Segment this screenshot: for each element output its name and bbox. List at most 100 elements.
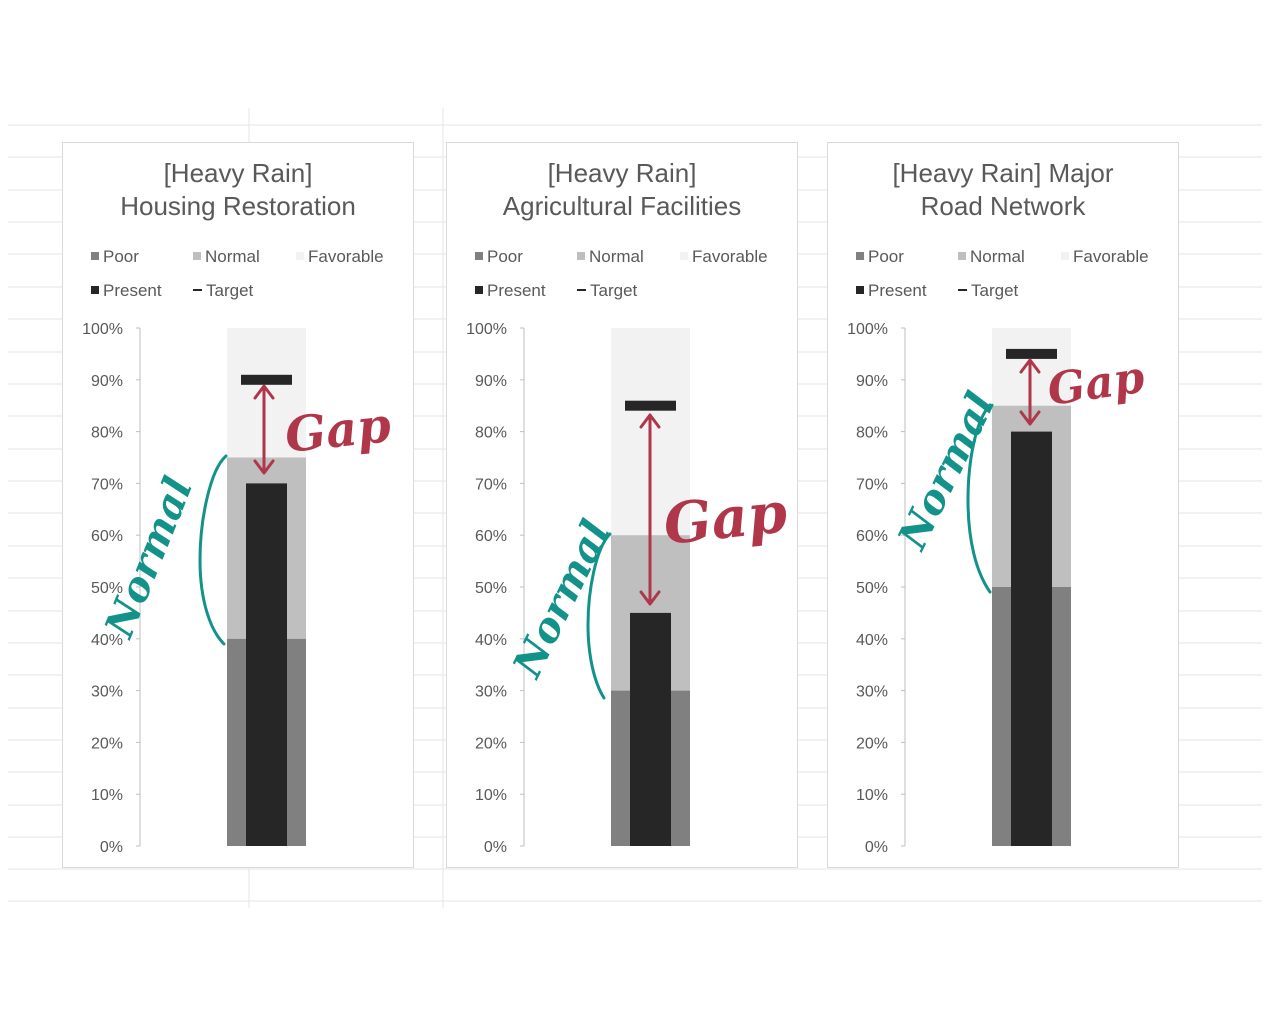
legend-item-poor: Poor — [475, 247, 523, 267]
y-tick-label: 0% — [484, 839, 507, 856]
y-tick-label: 60% — [475, 528, 507, 545]
y-tick-label: 80% — [475, 425, 507, 442]
legend-line-target — [193, 289, 202, 291]
legend-label-normal: Normal — [205, 247, 260, 266]
present-bar — [246, 483, 287, 846]
y-tick-label: 90% — [91, 373, 123, 390]
band-favorable — [227, 328, 306, 458]
legend-label-favorable: Favorable — [692, 247, 768, 266]
legend-swatch-present — [91, 286, 99, 294]
legend-swatch-normal — [577, 252, 585, 260]
legend-swatch-normal — [193, 252, 201, 260]
legend-label-favorable: Favorable — [308, 247, 384, 266]
y-tick-label: 40% — [475, 632, 507, 649]
legend-item-normal: Normal — [958, 247, 1025, 267]
legend-item-present: Present — [91, 281, 162, 301]
chart-title: [Heavy Rain] Agricultural Facilities — [447, 157, 797, 223]
chart-card-major-road-network: [Heavy Rain] Major Road Network Poor Nor… — [827, 142, 1179, 868]
chart-title-line-2: Agricultural Facilities — [502, 191, 742, 221]
y-tick-label: 40% — [856, 632, 888, 649]
y-tick-label: 10% — [475, 787, 507, 804]
present-bar — [630, 612, 671, 846]
chart-title-line-2: Road Network — [920, 191, 1086, 221]
legend-swatch-poor — [91, 252, 99, 260]
legend-item-present: Present — [475, 281, 546, 301]
legend-item-normal: Normal — [577, 247, 644, 267]
y-tick-label: 20% — [91, 735, 123, 752]
y-tick-label: 100% — [466, 321, 507, 338]
legend-label-present: Present — [487, 281, 546, 300]
legend-swatch-present — [856, 286, 864, 294]
legend-item-poor: Poor — [856, 247, 904, 267]
y-tick-label: 90% — [856, 373, 888, 390]
bullet-chart-plot: 0% 10% 20% 30% 40% 50% 60% 70% 80% 90% 100% — [82, 321, 306, 856]
chart-title: [Heavy Rain] Housing Restoration — [63, 157, 413, 223]
legend-label-present: Present — [103, 281, 162, 300]
legend-label-present: Present — [868, 281, 927, 300]
legend-item-target: Target — [193, 281, 253, 301]
y-tick-label: 100% — [847, 321, 888, 338]
target-marker — [625, 400, 676, 411]
y-tick-label: 40% — [91, 632, 123, 649]
legend-swatch-favorable — [296, 252, 304, 260]
legend-label-normal: Normal — [589, 247, 644, 266]
legend-swatch-poor — [475, 252, 483, 260]
y-tick-label: 60% — [856, 528, 888, 545]
y-tick-label: 60% — [91, 528, 123, 545]
legend-swatch-present — [475, 286, 483, 294]
chart-title: [Heavy Rain] Major Road Network — [828, 157, 1178, 223]
chart-title-line-1: [Heavy Rain] — [547, 158, 697, 188]
y-tick-label: 30% — [475, 684, 507, 701]
y-tick-label: 70% — [91, 476, 123, 493]
bullet-chart-plot: 0% 10% 20% 30% 40% 50% 60% 70% 80% 90% 100% — [847, 321, 1071, 856]
y-tick-label: 70% — [856, 476, 888, 493]
y-tick-label: 100% — [82, 321, 123, 338]
legend-item-poor: Poor — [91, 247, 139, 267]
target-marker — [1006, 348, 1057, 359]
legend-item-present: Present — [856, 281, 927, 301]
y-tick-label: 50% — [475, 580, 507, 597]
bullet-chart-plot: 0% 10% 20% 30% 40% 50% 60% 70% 80% 90% 100% — [466, 321, 690, 856]
legend-item-target: Target — [577, 281, 637, 301]
legend-swatch-favorable — [680, 252, 688, 260]
y-tick-label: 30% — [856, 684, 888, 701]
y-tick-label: 80% — [91, 425, 123, 442]
y-tick-label: 30% — [91, 684, 123, 701]
band-favorable — [992, 328, 1071, 406]
y-tick-label: 20% — [856, 735, 888, 752]
y-tick-label: 0% — [865, 839, 888, 856]
legend-swatch-normal — [958, 252, 966, 260]
y-tick-label: 50% — [91, 580, 123, 597]
legend-label-target: Target — [206, 281, 254, 300]
chart-title-line-1: [Heavy Rain] — [163, 158, 313, 188]
legend-label-target: Target — [590, 281, 638, 300]
legend-item-normal: Normal — [193, 247, 260, 267]
y-tick-label: 10% — [91, 787, 123, 804]
legend-label-poor: Poor — [868, 247, 904, 266]
chart-title-line-2: Housing Restoration — [120, 191, 356, 221]
legend-item-favorable: Favorable — [1061, 247, 1149, 267]
y-tick-label: 0% — [100, 839, 123, 856]
legend-item-target: Target — [958, 281, 1018, 301]
y-tick-label: 10% — [856, 787, 888, 804]
y-tick-label: 80% — [856, 425, 888, 442]
legend-label-target: Target — [971, 281, 1019, 300]
y-tick-label: 90% — [475, 373, 507, 390]
legend-item-favorable: Favorable — [296, 247, 384, 267]
legend-swatch-poor — [856, 252, 864, 260]
legend-label-poor: Poor — [103, 247, 139, 266]
legend-swatch-favorable — [1061, 252, 1069, 260]
band-favorable — [611, 328, 690, 536]
legend-item-favorable: Favorable — [680, 247, 768, 267]
chart-card-housing-restoration: [Heavy Rain] Housing Restoration Poor No… — [62, 142, 414, 868]
y-tick-label: 20% — [475, 735, 507, 752]
y-tick-label: 50% — [856, 580, 888, 597]
legend-line-target — [958, 289, 967, 291]
legend-label-favorable: Favorable — [1073, 247, 1149, 266]
present-bar — [1011, 431, 1052, 846]
legend-label-poor: Poor — [487, 247, 523, 266]
y-tick-label: 70% — [475, 476, 507, 493]
legend-line-target — [577, 289, 586, 291]
legend-label-normal: Normal — [970, 247, 1025, 266]
target-marker — [241, 374, 292, 385]
